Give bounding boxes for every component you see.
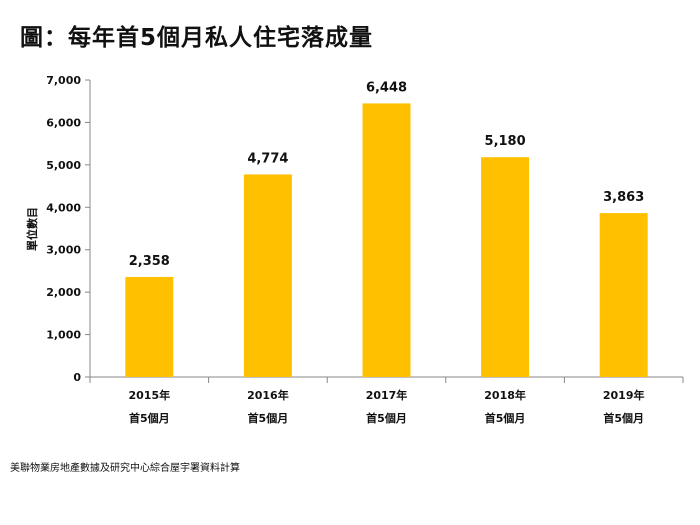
x-tick-label: 2016年: [247, 388, 289, 402]
x-tick-label: 2019年: [603, 388, 645, 402]
y-axis-label: 單位數目: [25, 207, 39, 251]
x-tick-label: 首5個月: [485, 411, 526, 425]
data-label: 6,448: [366, 80, 407, 95]
y-tick-label: 4,000: [46, 201, 81, 214]
data-label: 5,180: [485, 134, 526, 149]
data-label: 4,774: [247, 151, 288, 166]
bar: [362, 103, 411, 378]
x-tick-label: 2015年: [128, 388, 170, 402]
y-tick-label: 6,000: [46, 116, 81, 129]
y-tick-label: 7,000: [46, 74, 81, 87]
y-tick-label: 3,000: [46, 244, 81, 257]
bar: [481, 157, 530, 377]
y-tick-label: 2,000: [46, 286, 81, 299]
chart-title: 圖：每年首5個月私人住宅落成量: [20, 25, 374, 51]
x-tick-label: 首5個月: [129, 411, 170, 425]
bar: [599, 213, 648, 377]
data-label: 3,863: [603, 190, 644, 205]
bar: [243, 174, 292, 377]
x-tick-label: 首5個月: [603, 411, 644, 425]
data-label: 2,358: [129, 254, 170, 269]
y-tick-label: 0: [73, 371, 81, 384]
y-tick-label: 1,000: [46, 329, 81, 342]
y-tick-label: 5,000: [46, 159, 81, 172]
x-tick-label: 2018年: [484, 388, 526, 402]
x-tick-label: 首5個月: [366, 411, 407, 425]
source-note: 美聯物業房地產數據及研究中心綜合屋宇署資料計算: [10, 463, 240, 474]
bar: [125, 276, 174, 377]
x-tick-label: 2017年: [366, 388, 408, 402]
x-tick-label: 首5個月: [248, 411, 289, 425]
